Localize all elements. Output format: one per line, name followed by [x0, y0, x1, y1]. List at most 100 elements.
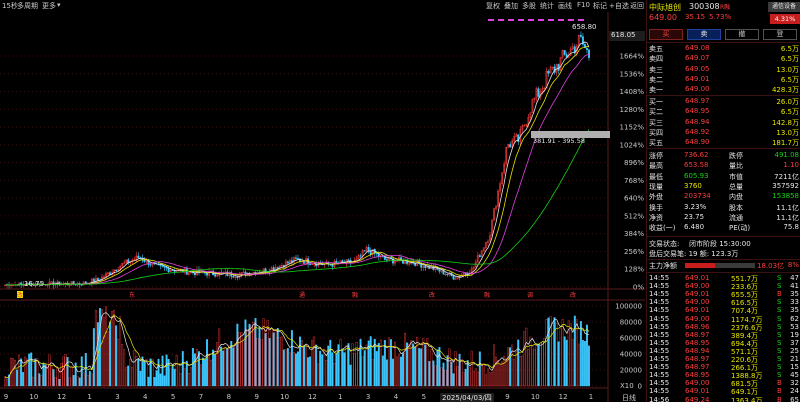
tick-count: 35	[790, 290, 799, 299]
volume-ma-line	[4, 314, 590, 379]
volume-bar	[583, 341, 586, 387]
x-tick-label: 12	[559, 393, 568, 401]
candle-body	[484, 242, 487, 249]
tick-price: 649.01	[685, 306, 710, 315]
tab-sell[interactable]: 卖	[687, 29, 721, 40]
tick-side: S	[777, 282, 782, 291]
volume-bar	[212, 349, 215, 387]
candle-body	[438, 269, 441, 272]
add-watchlist-button[interactable]: +自选	[609, 2, 629, 10]
volume-bar	[436, 349, 439, 387]
volume-bar	[72, 375, 75, 387]
volume-bar	[434, 365, 437, 387]
trade-status-label: 交易状态:	[649, 240, 680, 248]
candle-body	[507, 144, 510, 148]
bid-row: 买三 648.94 142.8万	[647, 117, 800, 128]
kline-chart[interactable]: 1664% 1536% 1408% 1280% 1152% 1024% 896% 768% 64…	[0, 12, 645, 402]
overlay-button[interactable]: 叠加	[504, 2, 518, 10]
back-button[interactable]: 返回	[630, 2, 644, 10]
volume-bar	[151, 358, 154, 387]
volume-bar	[416, 336, 419, 387]
price-axis-label: 0%	[633, 284, 644, 292]
bid-row: 买二 648.95 6.5万	[647, 106, 800, 117]
volume-bar	[414, 346, 417, 387]
volume-bar	[327, 345, 330, 387]
more-button[interactable]: 更多	[42, 2, 56, 10]
candle-body	[50, 281, 53, 283]
tick-side: B	[777, 387, 782, 396]
volume-bar	[137, 359, 140, 387]
volume-bar	[404, 332, 407, 387]
volume-bar	[402, 352, 404, 387]
main-net-bar-fill	[685, 263, 715, 268]
price-axis-label: 1152%	[620, 124, 645, 132]
chevron-down-icon[interactable]: ▾	[57, 1, 61, 9]
bid-price: 648.90	[685, 138, 710, 147]
tick-volume: 571.1万	[731, 347, 759, 356]
price-axis-label: 256%	[624, 248, 644, 256]
volume-bar	[86, 375, 89, 387]
tab-buy[interactable]: 买	[649, 29, 683, 40]
drawing-button[interactable]: 画线	[558, 2, 572, 10]
divider	[647, 148, 800, 149]
candle-body	[587, 49, 590, 58]
volume-bar	[385, 359, 388, 387]
stat-row: 净资 23.75 流通 11.1亿	[647, 212, 800, 223]
candle-body	[232, 276, 235, 278]
volume-bar	[129, 359, 132, 387]
x-tick-label: 4	[143, 393, 148, 401]
ask-label: 卖三	[649, 65, 663, 74]
volume-bar	[400, 356, 402, 387]
moving-average-line	[4, 41, 590, 286]
volume-bar	[577, 343, 580, 387]
event-marker: 改	[17, 291, 23, 299]
volume-bar	[28, 353, 31, 387]
f10-button[interactable]: F10	[577, 1, 590, 9]
after-hours-row: 盘后交易笔: 19 额: 123.3万	[647, 248, 800, 259]
candle-body	[464, 273, 467, 275]
ask-row: 卖五 649.08 6.5万	[647, 43, 800, 54]
stat-row: 最高 653.58 量比 1.10	[647, 160, 800, 171]
volume-bar	[303, 345, 305, 387]
volume-bar	[232, 347, 235, 387]
tick-time: 14:56	[649, 395, 670, 402]
candle-body	[187, 272, 190, 275]
candle-body	[531, 99, 534, 114]
price-axis-label: 896%	[624, 159, 644, 167]
price-axis-label: 1408%	[620, 88, 645, 96]
volume-bar	[450, 361, 453, 387]
candle-body	[121, 263, 124, 267]
volume-bar	[189, 367, 192, 387]
candle-body	[214, 274, 217, 277]
volume-bar	[519, 356, 522, 387]
volume-bar	[587, 345, 590, 387]
statistics-button[interactable]: 统计	[540, 2, 554, 10]
multi-stock-button[interactable]: 多股	[522, 2, 536, 10]
volume-axis-label: 20000	[620, 367, 642, 375]
candle-body	[367, 247, 370, 251]
volume-bar	[377, 342, 380, 387]
tab-login[interactable]: 登	[763, 29, 797, 40]
tick-price: 649.00	[685, 314, 710, 323]
mark-button[interactable]: 标记	[593, 2, 607, 10]
adjust-button[interactable]: 复权	[486, 2, 500, 10]
volume-bar	[458, 353, 461, 387]
volume-bar	[557, 341, 560, 387]
volume-bar	[521, 355, 524, 387]
tick-side: B	[777, 290, 782, 299]
candle-body	[521, 125, 524, 130]
multi-period-button[interactable]: 多周期	[17, 2, 38, 10]
period-15s-button[interactable]: 15秒	[2, 2, 18, 10]
bid-price: 648.95	[685, 107, 710, 116]
tab-cancel[interactable]: 撤	[725, 29, 759, 40]
industry-button[interactable]: 通信设备	[768, 2, 800, 12]
bid-label: 买五	[649, 139, 663, 148]
event-marker-box	[17, 291, 23, 298]
ask-price: 649.08	[685, 44, 710, 52]
volume-bar	[121, 343, 124, 387]
volume-bar	[468, 367, 471, 387]
high-marker-line	[488, 19, 584, 21]
volume-bar	[167, 359, 170, 387]
stat-value: 357592	[772, 181, 799, 190]
candle-body	[549, 67, 552, 74]
